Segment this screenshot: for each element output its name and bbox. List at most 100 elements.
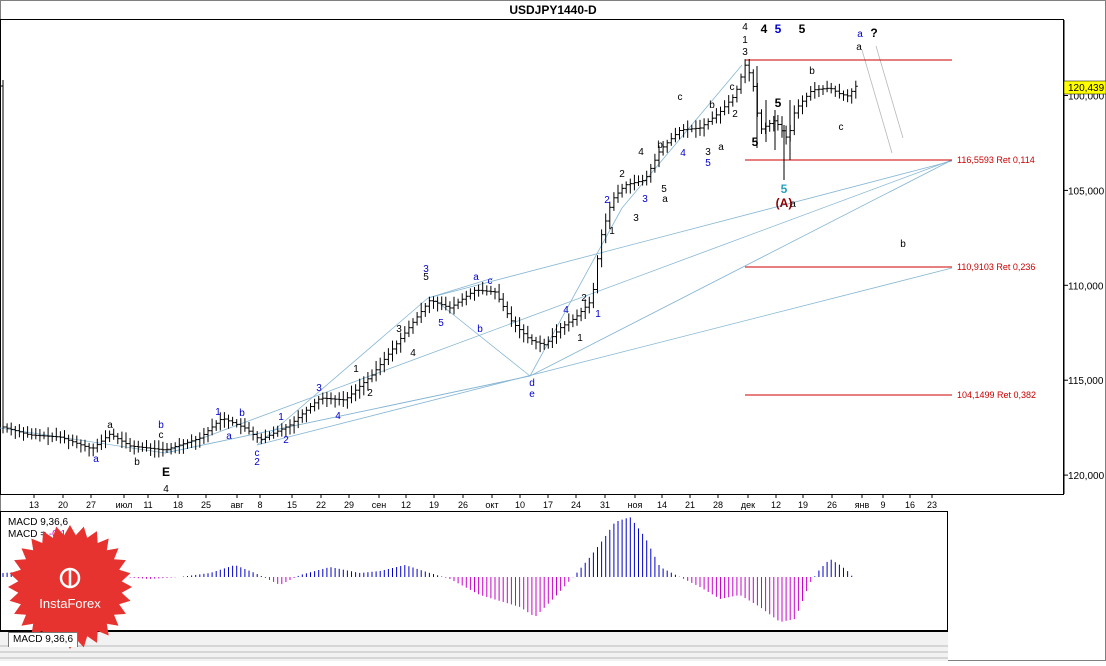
ohlc-bar xyxy=(673,127,678,143)
current-price-marker: 120,439 xyxy=(1063,80,1106,95)
wave-label: a xyxy=(93,454,99,465)
ohlc-bar xyxy=(279,423,284,437)
ohlc-bar xyxy=(25,426,30,438)
ohlc-bar xyxy=(406,320,411,338)
time-tick-label: 22 xyxy=(316,500,326,510)
ohlc-bar xyxy=(119,431,124,449)
ohlc-bar xyxy=(726,95,731,115)
ohlc-bar xyxy=(357,378,362,399)
ohlc-bar xyxy=(624,181,629,194)
wave-label: 2 xyxy=(581,293,587,304)
wave-label: 3 xyxy=(423,264,429,275)
ohlc-bar xyxy=(390,340,395,362)
time-tick-label: 16 xyxy=(905,500,915,510)
ohlc-bar xyxy=(58,431,63,444)
ohlc-bar xyxy=(91,443,96,457)
ohlc-bar xyxy=(230,416,235,426)
time-tick-label: 17 xyxy=(543,500,553,510)
ohlc-bar xyxy=(234,419,239,428)
wave-label: 5 xyxy=(799,22,806,36)
ohlc-bar xyxy=(657,145,661,168)
ohlc-bar xyxy=(292,416,297,434)
ohlc-bar xyxy=(218,412,223,431)
time-tick-label: 15 xyxy=(287,500,297,510)
ohlc-bar xyxy=(792,105,797,136)
ohlc-bar xyxy=(62,430,67,444)
wave-label: b xyxy=(809,66,815,77)
ohlc-bar xyxy=(107,430,112,443)
ohlc-bar xyxy=(488,285,493,295)
ohlc-bar xyxy=(78,439,83,453)
time-tick-label: 26 xyxy=(827,500,837,510)
instaforex-logo: InstaForex xyxy=(8,525,132,649)
ohlc-bar xyxy=(767,119,772,132)
ohlc-bar xyxy=(759,109,764,134)
ohlc-bar xyxy=(128,437,133,452)
ohlc-bar xyxy=(628,178,633,194)
ohlc-bar xyxy=(652,153,657,173)
wave-label: ? xyxy=(870,26,877,40)
time-tick-label: ноя xyxy=(628,500,643,510)
ohlc-bar xyxy=(722,100,727,116)
ohlc-bar xyxy=(669,132,674,146)
time-tick-label: 23 xyxy=(927,500,937,510)
ohlc-bar xyxy=(464,290,469,306)
ohlc-bar xyxy=(534,336,538,350)
ohlc-bar xyxy=(579,307,584,322)
ohlc-bar xyxy=(288,419,292,435)
ohlc-bar xyxy=(300,409,305,423)
ohlc-bar xyxy=(226,414,231,429)
wave-label: a xyxy=(856,42,862,53)
ohlc-bar xyxy=(283,423,288,437)
ohlc-bar xyxy=(472,286,477,301)
ohlc-bar xyxy=(595,255,600,294)
ohlc-bar xyxy=(316,395,321,410)
ohlc-bar xyxy=(554,324,559,344)
wave-label: 4 xyxy=(638,147,644,158)
ohlc-bar xyxy=(480,281,485,295)
wave-label: 5 xyxy=(752,135,759,149)
ohlc-bar xyxy=(808,86,813,101)
ohlc-bar xyxy=(181,439,186,454)
wave-label: b xyxy=(709,100,715,111)
tab-macd[interactable]: MACD 9,36,6 xyxy=(8,632,79,647)
price-axis[interactable]: 120,000 115,000 110,000 105,000 100,000 xyxy=(1063,20,1105,494)
time-tick-label: дек xyxy=(741,500,755,510)
ohlc-bar xyxy=(575,309,579,326)
ohlc-bar xyxy=(546,336,551,349)
ohlc-bar xyxy=(304,406,309,423)
time-tick-label: июл xyxy=(116,500,133,510)
ohlc-bar xyxy=(853,80,858,99)
ohlc-bar xyxy=(505,301,510,319)
wave-label: 4 xyxy=(563,305,569,316)
ohlc-bar xyxy=(263,429,268,444)
ohlc-bar xyxy=(562,321,567,335)
wave-label: 1 xyxy=(742,35,748,46)
ohlc-bar xyxy=(591,282,596,309)
ohlc-bar xyxy=(160,441,165,457)
wave-label: 5 xyxy=(438,318,444,329)
ohlc-bar xyxy=(42,431,46,440)
fib-level-label: 116,5593 Ret 0,114 xyxy=(957,155,1035,165)
ohlc-bar xyxy=(747,59,752,82)
ohlc-bar xyxy=(829,82,834,94)
ohlc-bar xyxy=(378,357,383,376)
ohlc-bar xyxy=(611,192,616,211)
ohlc-bar xyxy=(185,439,190,449)
time-tick-label: окт xyxy=(485,500,498,510)
wave-label: c xyxy=(255,448,260,459)
ohlc-bar xyxy=(484,285,489,296)
ohlc-bar xyxy=(37,429,42,442)
wave-label: 3 xyxy=(642,194,648,205)
ohlc-bars xyxy=(1,59,858,458)
time-tick-label: 27 xyxy=(86,500,96,510)
price-tick-label: 110,000 xyxy=(1068,281,1104,292)
ohlc-bar xyxy=(558,322,563,339)
ohlc-bar xyxy=(148,443,153,456)
macd-pane[interactable]: MACD 9,36,6 MACD = -0,14 xyxy=(0,511,948,662)
ohlc-bar xyxy=(251,426,256,441)
wave-labels: a bacbE41abc212341234535abcde41212123435a… xyxy=(93,22,906,495)
wave-label: a xyxy=(107,420,113,431)
